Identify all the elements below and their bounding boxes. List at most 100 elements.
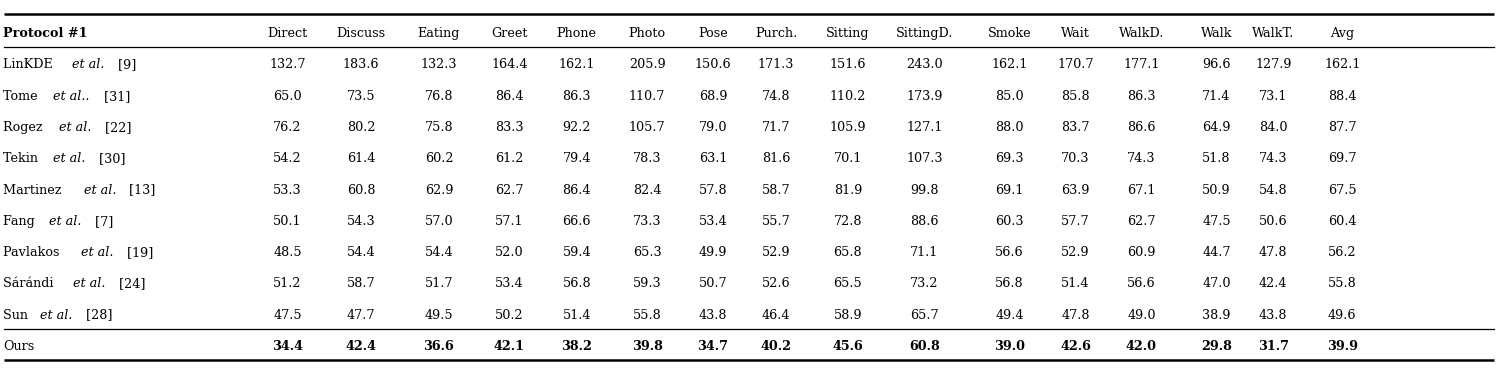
- Text: 63.1: 63.1: [700, 152, 727, 165]
- Text: 183.6: 183.6: [343, 58, 379, 71]
- Text: 81.6: 81.6: [762, 152, 789, 165]
- Text: 74.3: 74.3: [1258, 152, 1288, 165]
- Text: 83.7: 83.7: [1061, 121, 1091, 134]
- Text: 52.6: 52.6: [761, 277, 791, 290]
- Text: [9]: [9]: [114, 58, 136, 71]
- Text: 59.4: 59.4: [562, 246, 592, 259]
- Text: et al.: et al.: [60, 121, 91, 134]
- Text: 56.2: 56.2: [1327, 246, 1357, 259]
- Text: Tome: Tome: [3, 90, 42, 103]
- Text: [28]: [28]: [82, 309, 112, 321]
- Text: 52.9: 52.9: [1061, 246, 1091, 259]
- Text: 42.6: 42.6: [1061, 340, 1091, 353]
- Text: 171.3: 171.3: [758, 58, 794, 71]
- Text: 132.3: 132.3: [421, 58, 457, 71]
- Text: 132.7: 132.7: [270, 58, 306, 71]
- Text: 42.0: 42.0: [1126, 340, 1156, 353]
- Text: [30]: [30]: [94, 152, 126, 165]
- Text: 40.2: 40.2: [761, 340, 791, 353]
- Text: 49.4: 49.4: [995, 309, 1025, 321]
- Text: 49.5: 49.5: [424, 309, 454, 321]
- Text: 47.5: 47.5: [273, 309, 303, 321]
- Text: 177.1: 177.1: [1124, 58, 1159, 71]
- Text: Direct: Direct: [268, 27, 307, 40]
- Text: 42.1: 42.1: [494, 340, 524, 353]
- Text: 70.3: 70.3: [1061, 152, 1091, 165]
- Text: 71.4: 71.4: [1203, 90, 1230, 103]
- Text: 107.3: 107.3: [906, 152, 942, 165]
- Text: 51.4: 51.4: [1061, 277, 1091, 290]
- Text: 110.7: 110.7: [629, 90, 665, 103]
- Text: 61.2: 61.2: [496, 152, 523, 165]
- Text: WalkD.: WalkD.: [1119, 27, 1164, 40]
- Text: 88.6: 88.6: [909, 215, 939, 228]
- Text: 56.8: 56.8: [995, 277, 1025, 290]
- Text: 127.1: 127.1: [906, 121, 942, 134]
- Text: 74.8: 74.8: [761, 90, 791, 103]
- Text: Pavlakos: Pavlakos: [3, 246, 63, 259]
- Text: Wait: Wait: [1061, 27, 1091, 40]
- Text: 52.9: 52.9: [761, 246, 791, 259]
- Text: et al.: et al.: [73, 277, 106, 290]
- Text: et al.: et al.: [40, 309, 73, 321]
- Text: 85.0: 85.0: [995, 90, 1025, 103]
- Text: 73.2: 73.2: [909, 277, 939, 290]
- Text: 85.8: 85.8: [1061, 90, 1091, 103]
- Text: 69.1: 69.1: [996, 183, 1023, 196]
- Text: Pose: Pose: [698, 27, 728, 40]
- Text: 70.1: 70.1: [834, 152, 861, 165]
- Text: 88.0: 88.0: [995, 121, 1025, 134]
- Text: 60.8: 60.8: [346, 183, 376, 196]
- Text: 59.3: 59.3: [632, 277, 662, 290]
- Text: 42.4: 42.4: [346, 340, 376, 353]
- Text: et al.: et al.: [84, 183, 115, 196]
- Text: 73.3: 73.3: [632, 215, 662, 228]
- Text: 34.4: 34.4: [273, 340, 303, 353]
- Text: et al.: et al.: [49, 215, 81, 228]
- Text: Eating: Eating: [418, 27, 460, 40]
- Text: Walk: Walk: [1200, 27, 1233, 40]
- Text: Avg: Avg: [1330, 27, 1354, 40]
- Text: Fang: Fang: [3, 215, 39, 228]
- Text: 60.4: 60.4: [1327, 215, 1357, 228]
- Text: 50.6: 50.6: [1258, 215, 1288, 228]
- Text: 58.9: 58.9: [833, 309, 863, 321]
- Text: 44.7: 44.7: [1201, 246, 1231, 259]
- Text: 55.8: 55.8: [632, 309, 662, 321]
- Text: 65.8: 65.8: [833, 246, 863, 259]
- Text: 47.0: 47.0: [1201, 277, 1231, 290]
- Text: 86.3: 86.3: [562, 90, 592, 103]
- Text: 49.6: 49.6: [1327, 309, 1357, 321]
- Text: 39.8: 39.8: [632, 340, 662, 353]
- Text: 105.9: 105.9: [830, 121, 866, 134]
- Text: 162.1: 162.1: [559, 58, 595, 71]
- Text: 74.3: 74.3: [1126, 152, 1156, 165]
- Text: 99.8: 99.8: [909, 183, 939, 196]
- Text: 88.4: 88.4: [1327, 90, 1357, 103]
- Text: 71.7: 71.7: [762, 121, 789, 134]
- Text: 150.6: 150.6: [695, 58, 731, 71]
- Text: 84.0: 84.0: [1258, 121, 1288, 134]
- Text: 53.4: 53.4: [494, 277, 524, 290]
- Text: Smoke: Smoke: [987, 27, 1032, 40]
- Text: LinKDE: LinKDE: [3, 58, 57, 71]
- Text: Sitting: Sitting: [825, 27, 870, 40]
- Text: 45.6: 45.6: [833, 340, 863, 353]
- Text: 55.7: 55.7: [761, 215, 791, 228]
- Text: [19]: [19]: [123, 246, 153, 259]
- Text: 46.4: 46.4: [761, 309, 791, 321]
- Text: 86.6: 86.6: [1126, 121, 1156, 134]
- Text: 151.6: 151.6: [830, 58, 866, 71]
- Text: Purch.: Purch.: [755, 27, 797, 40]
- Text: 50.2: 50.2: [494, 309, 524, 321]
- Text: 51.2: 51.2: [273, 277, 303, 290]
- Text: 67.5: 67.5: [1327, 183, 1357, 196]
- Text: 60.3: 60.3: [995, 215, 1025, 228]
- Text: 170.7: 170.7: [1058, 58, 1094, 71]
- Text: et al.: et al.: [81, 246, 114, 259]
- Text: 48.5: 48.5: [273, 246, 303, 259]
- Text: 53.4: 53.4: [698, 215, 728, 228]
- Text: 73.5: 73.5: [346, 90, 376, 103]
- Text: 67.1: 67.1: [1128, 183, 1155, 196]
- Text: 51.4: 51.4: [562, 309, 592, 321]
